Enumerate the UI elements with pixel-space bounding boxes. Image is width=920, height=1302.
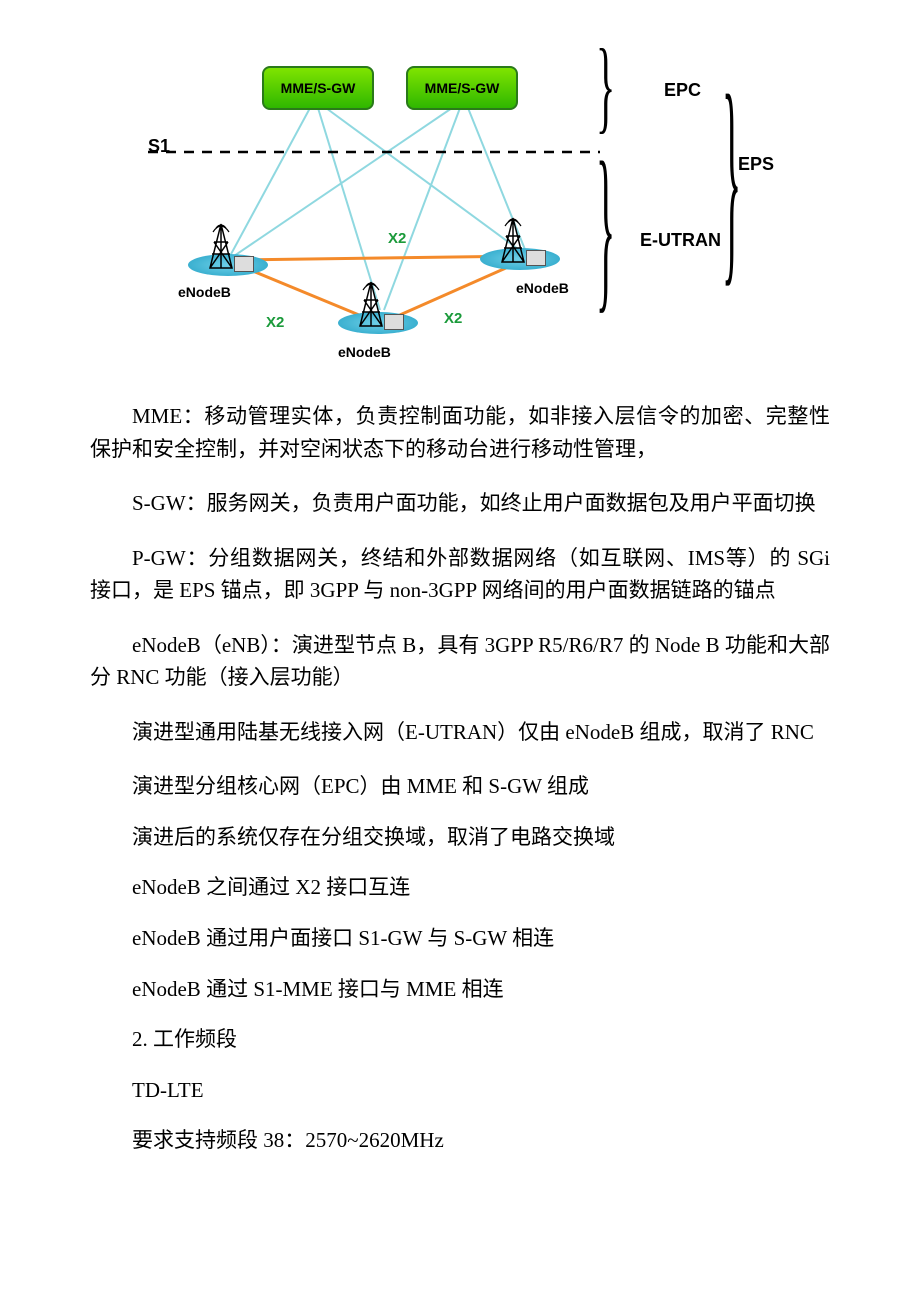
paragraph-sgw: S-GW：服务网关，负责用户面功能，如终止用户面数据包及用户平面切换 — [90, 487, 830, 520]
enodeb-label-0: eNodeB — [178, 284, 231, 300]
x2-label-1: X2 — [266, 314, 284, 331]
paragraph-ps-domain: 演进后的系统仅存在分组交换域，取消了电路交换域 — [90, 821, 830, 854]
heading-frequency: 2. 工作频段 — [90, 1023, 830, 1056]
paragraph-pgw: P-GW：分组数据网关，终结和外部数据网络（如互联网、IMS等）的 SGi 接口… — [90, 542, 830, 607]
paragraph-tdlte: TD-LTE — [90, 1074, 830, 1107]
brace-eutran: } — [596, 118, 615, 334]
enodeb-node-1 — [338, 278, 418, 338]
epc-label: EPC — [664, 80, 701, 101]
paragraph-eutran: 演进型通用陆基无线接入网（E-UTRAN）仅由 eNodeB 组成，取消了 RN… — [90, 716, 830, 749]
brace-eps: } — [722, 40, 741, 313]
eps-label: EPS — [738, 154, 774, 175]
x2-label-2: X2 — [444, 310, 462, 327]
mme-sgw-node-0: MME/S-GW — [262, 66, 374, 110]
enodeb-node-0 — [188, 220, 268, 280]
enodeb-label-1: eNodeB — [338, 344, 391, 360]
s1-label: S1 — [148, 136, 170, 157]
mme-sgw-node-1: MME/S-GW — [406, 66, 518, 110]
eutran-label: E-UTRAN — [640, 230, 721, 251]
enodeb-label-2: eNodeB — [516, 280, 569, 296]
paragraph-x2: eNodeB 之间通过 X2 接口互连 — [90, 871, 830, 904]
network-architecture-diagram: MME/S-GW MME/S-GW eNodeB eNodeB eNodeB X2 X2 X2… — [90, 60, 830, 370]
x2-label-0: X2 — [388, 230, 406, 247]
paragraph-s1mme: eNodeB 通过 S1-MME 接口与 MME 相连 — [90, 973, 830, 1006]
paragraph-s1gw: eNodeB 通过用户面接口 S1-GW 与 S-GW 相连 — [90, 922, 830, 955]
paragraph-enodeb: eNodeB（eNB）：演进型节点 B，具有 3GPP R5/R6/R7 的 N… — [90, 629, 830, 694]
paragraph-mme: MME：移动管理实体，负责控制面功能，如非接入层信令的加密、完整性保护和安全控制… — [90, 400, 830, 465]
paragraph-epc: 演进型分组核心网（EPC）由 MME 和 S-GW 组成 — [90, 770, 830, 803]
paragraph-band38: 要求支持频段 38：2570~2620MHz — [90, 1124, 830, 1157]
enodeb-node-2 — [480, 214, 560, 274]
